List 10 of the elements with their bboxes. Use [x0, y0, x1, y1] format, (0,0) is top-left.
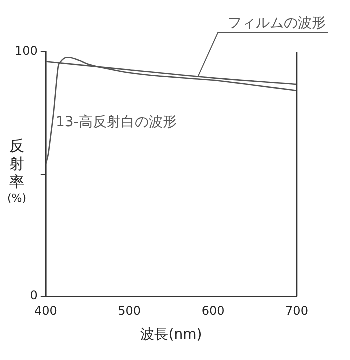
series-label: 13-高反射白の波形	[56, 114, 177, 131]
x-tick-label: 600	[202, 304, 225, 318]
x-tick-label: 500	[118, 304, 142, 318]
x-tick-label: 700	[286, 304, 308, 318]
y-tick-label: 0	[30, 288, 38, 303]
y-tick-label: 100	[15, 44, 38, 58]
text: フィルムの波形	[228, 16, 326, 32]
x-axis-title: 波長(nm)	[140, 327, 202, 344]
x-tick-label: 400	[34, 304, 58, 318]
y-axis-title: 反射率(%)	[7, 137, 27, 206]
